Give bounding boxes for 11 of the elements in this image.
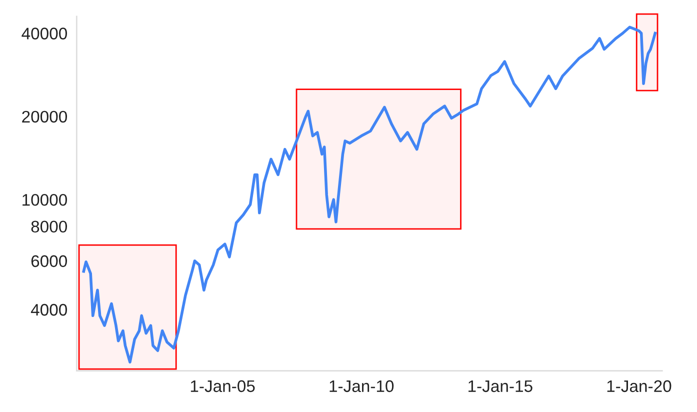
y-tick-label: 6000 <box>31 255 67 268</box>
y-tick-label: 20000 <box>22 110 67 123</box>
y-tick-label: 8000 <box>31 220 67 233</box>
x-tick-label: 1-Jan-15 <box>468 380 532 392</box>
x-tick-label: 1-Jan-05 <box>190 380 255 392</box>
y-tick-label: 40000 <box>22 28 67 40</box>
y-tick-label: 10000 <box>22 194 67 206</box>
line-series <box>82 26 657 364</box>
x-tick-label: 1-Jan-10 <box>330 380 394 392</box>
y-tick-label: 4000 <box>30 304 67 316</box>
x-tick-label: 1-Jan-20 <box>607 380 672 392</box>
